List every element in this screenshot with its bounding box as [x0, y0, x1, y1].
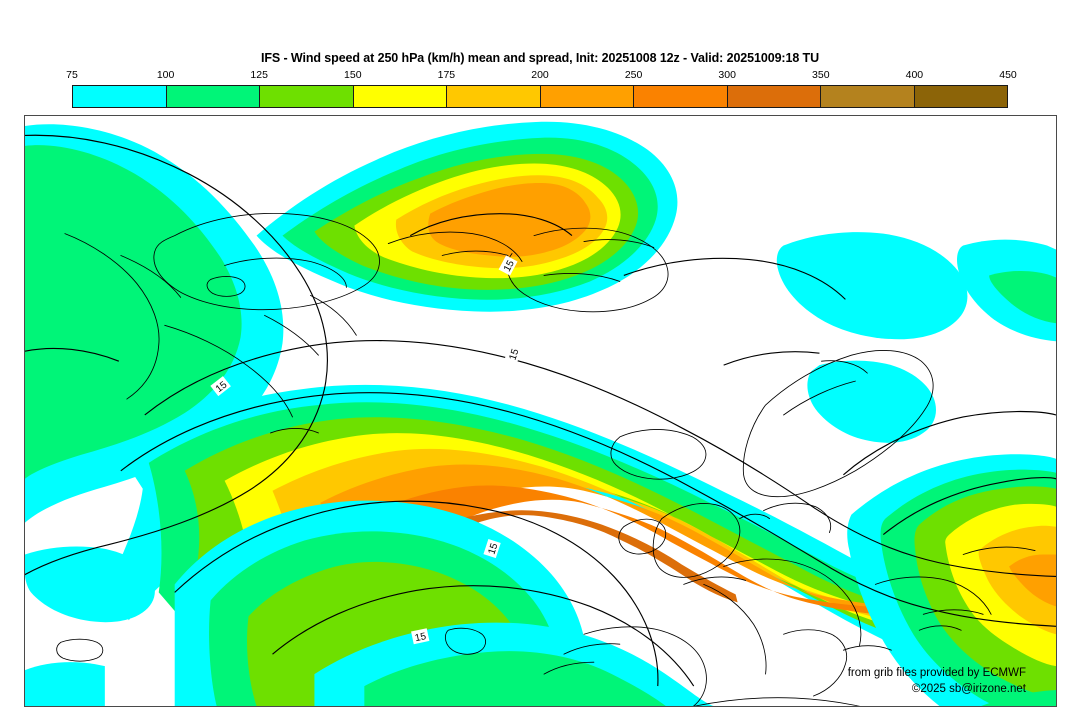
- colorbar-band-100-125: [166, 86, 260, 107]
- colorbar-tick-200: 200: [531, 69, 549, 81]
- colorbar-tick-250: 250: [624, 69, 643, 81]
- colorbar-tick-labels: 75 100 125 150 175 200 250 300 350 400 450: [66, 69, 1017, 84]
- map-plot-area: 15 15 15 15: [24, 115, 1057, 707]
- coastlines: [56, 212, 1036, 706]
- colorbar-band-400-450: [914, 86, 1007, 107]
- colorbar-tick-400: 400: [905, 69, 924, 81]
- svg-text:15: 15: [414, 631, 428, 644]
- svg-text:15: 15: [487, 542, 501, 556]
- colorbar-band-300-350: [727, 86, 821, 107]
- colorbar-tick-300: 300: [718, 69, 736, 81]
- svg-text:15: 15: [502, 258, 517, 273]
- colorbar-tick-125: 125: [250, 69, 268, 81]
- colorbar-tick-450: 450: [999, 69, 1017, 81]
- colorbar-tick-175: 175: [437, 69, 456, 81]
- page-title: IFS - Wind speed at 250 hPa (km/h) mean …: [260, 51, 820, 65]
- spread-contour-lines: [25, 134, 1056, 687]
- colorbar-band-75-100: [73, 86, 167, 107]
- filled-contour-bands: [25, 121, 1056, 706]
- colorbar-tick-350: 350: [812, 69, 830, 81]
- colorbar-bands: [72, 85, 1008, 108]
- colorbar-band-250-300: [634, 86, 728, 107]
- colorbar-band-175-200: [447, 86, 541, 107]
- colorbar-band-200-250: [540, 86, 634, 107]
- spread-contour-labels: 15 15 15 15: [210, 255, 522, 645]
- svg-text:15: 15: [508, 347, 522, 361]
- colorbar-band-125-150: [260, 86, 354, 107]
- colorbar-tick-150: 150: [344, 69, 362, 81]
- colorbar-band-350-400: [821, 86, 915, 107]
- colorbar-tick-75: 75: [66, 69, 78, 81]
- wind-speed-field: 15 15 15 15: [25, 116, 1056, 706]
- colorbar-tick-100: 100: [156, 69, 175, 81]
- colorbar-legend: 75 100 125 150 175 200 250 300 350 400 450: [66, 69, 1017, 109]
- colorbar-band-150-175: [353, 86, 447, 107]
